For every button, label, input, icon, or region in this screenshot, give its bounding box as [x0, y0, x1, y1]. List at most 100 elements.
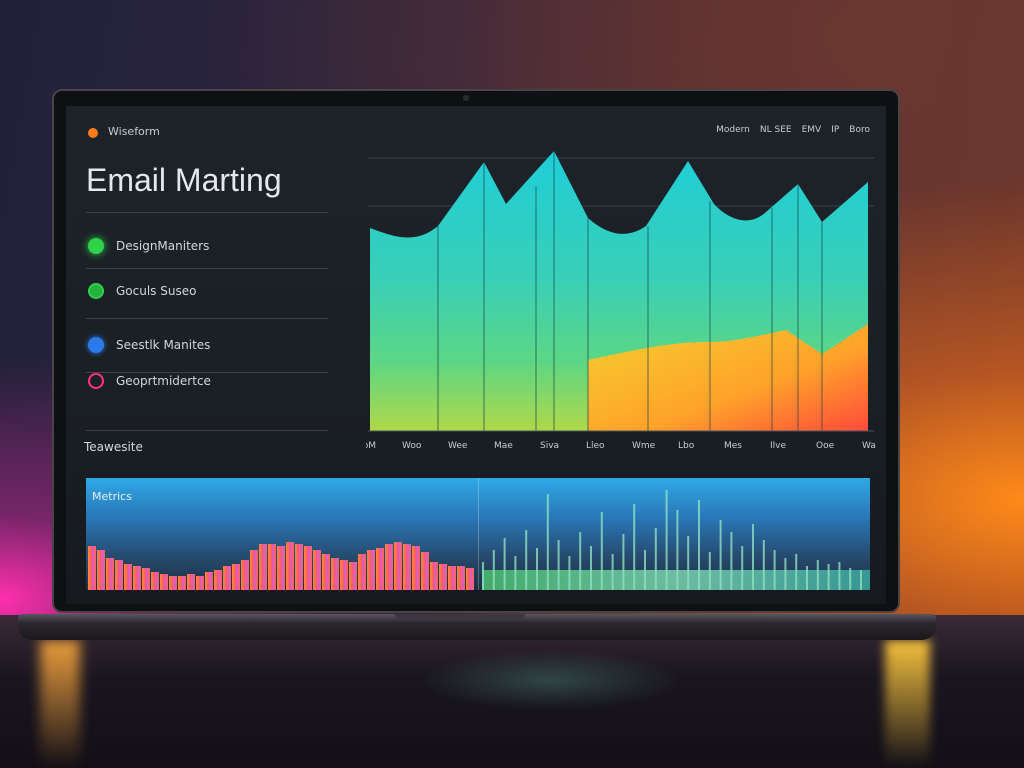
page-title: Email Marting: [86, 162, 282, 198]
bar: [482, 562, 484, 590]
logo-icon: [88, 128, 98, 138]
sidebar-item-label: Geoprtmidertce: [116, 374, 211, 388]
bar: [600, 512, 603, 590]
bar: [741, 546, 744, 590]
camera-icon: [463, 95, 469, 101]
top-nav-item[interactable]: Boro: [849, 125, 870, 135]
bar: [849, 568, 852, 590]
divider: [86, 430, 328, 431]
bottom-metrics-panel: Metrics: [86, 478, 870, 590]
ring-icon: [88, 373, 104, 389]
bar: [394, 542, 402, 590]
bar: [367, 550, 375, 590]
bar: [232, 564, 240, 590]
top-nav-item[interactable]: IP: [831, 125, 840, 135]
bar: [178, 576, 186, 590]
bar: [151, 572, 159, 590]
bar: [214, 570, 222, 590]
bar: [806, 566, 808, 590]
circle-icon: [88, 283, 104, 299]
bar: [88, 546, 96, 590]
bar: [169, 576, 177, 590]
divider: [86, 268, 328, 269]
x-tick-label: Wae: [862, 441, 876, 451]
sidebar-item-seestlk[interactable]: Seestlk Manites: [88, 337, 210, 353]
bar-charts: [88, 490, 870, 590]
bar: [773, 550, 776, 590]
x-tick-label: Wme: [632, 441, 656, 451]
bar: [816, 560, 819, 590]
bar: [295, 544, 303, 590]
bar: [106, 558, 114, 590]
top-nav-item[interactable]: EMV: [801, 125, 822, 135]
bar: [358, 554, 366, 590]
bar: [223, 566, 231, 590]
x-tick-label: Ilve: [770, 441, 786, 451]
x-tick-label: NoM: [366, 441, 376, 451]
bar: [568, 556, 571, 590]
bar: [448, 566, 456, 590]
bar: [503, 538, 506, 590]
bar: [241, 560, 249, 590]
bar: [439, 564, 447, 590]
top-nav-item[interactable]: Modern: [716, 125, 750, 135]
x-tick-label: Wee: [448, 441, 468, 451]
top-nav: Modern NL SEE EMV IP Boro: [716, 125, 870, 135]
bar: [277, 546, 285, 590]
screen-reflection: [420, 650, 680, 710]
laptop-hinge-notch: [395, 614, 525, 620]
bar: [349, 562, 357, 590]
sidebar-item-goculs[interactable]: Goculs Suseo: [88, 283, 196, 299]
brand-name: Wiseform: [108, 125, 160, 138]
bar: [187, 574, 195, 590]
circle-icon: [88, 337, 104, 353]
bar: [525, 530, 528, 590]
bar: [762, 540, 765, 590]
bar: [97, 550, 105, 590]
sidebar-item-label: Goculs Suseo: [116, 284, 197, 298]
x-tick-label: Ooe: [816, 441, 835, 451]
bar: [322, 554, 330, 590]
bar: [708, 552, 711, 590]
x-tick-label: Lbo: [678, 441, 695, 451]
sidebar-item-geoprt[interactable]: Geoprtmidertce: [88, 373, 211, 389]
x-tick-label: Woo: [402, 441, 422, 451]
divider: [86, 212, 328, 213]
bar: [698, 500, 700, 590]
bar: [622, 534, 625, 590]
bar: [133, 566, 141, 590]
pink-light-reflection: [40, 640, 80, 768]
bar: [457, 566, 465, 590]
bar: [860, 570, 862, 590]
bar: [536, 548, 538, 590]
bar: [687, 536, 690, 590]
bar: [340, 560, 348, 590]
sidebar-item-label: Seestlk Manites: [116, 338, 211, 352]
bar: [466, 568, 474, 590]
bar: [250, 550, 258, 590]
bar: [142, 568, 150, 590]
bar: [412, 546, 420, 590]
top-nav-item[interactable]: NL SEE: [759, 125, 792, 135]
bar: [196, 576, 204, 590]
x-tick-label: Siva: [540, 441, 559, 451]
bar: [644, 550, 646, 590]
bar: [665, 490, 668, 590]
bar: [730, 532, 733, 590]
panel-divider: [478, 478, 479, 590]
sidebar-item-label: DesignManiters: [116, 239, 210, 253]
sidebar-item-design[interactable]: DesignManiters: [88, 238, 209, 254]
bar: [795, 554, 798, 590]
bar: [514, 556, 517, 590]
bar: [115, 560, 123, 590]
x-tick-label: Mae: [494, 441, 513, 451]
bar: [492, 550, 495, 590]
x-tick-label: Mes: [724, 441, 742, 451]
bar: [421, 552, 429, 590]
circle-icon: [88, 238, 104, 254]
bar: [557, 540, 560, 590]
desk-surface: [0, 615, 1024, 768]
bar: [546, 494, 549, 590]
bar: [304, 546, 312, 590]
bar: [331, 558, 339, 590]
